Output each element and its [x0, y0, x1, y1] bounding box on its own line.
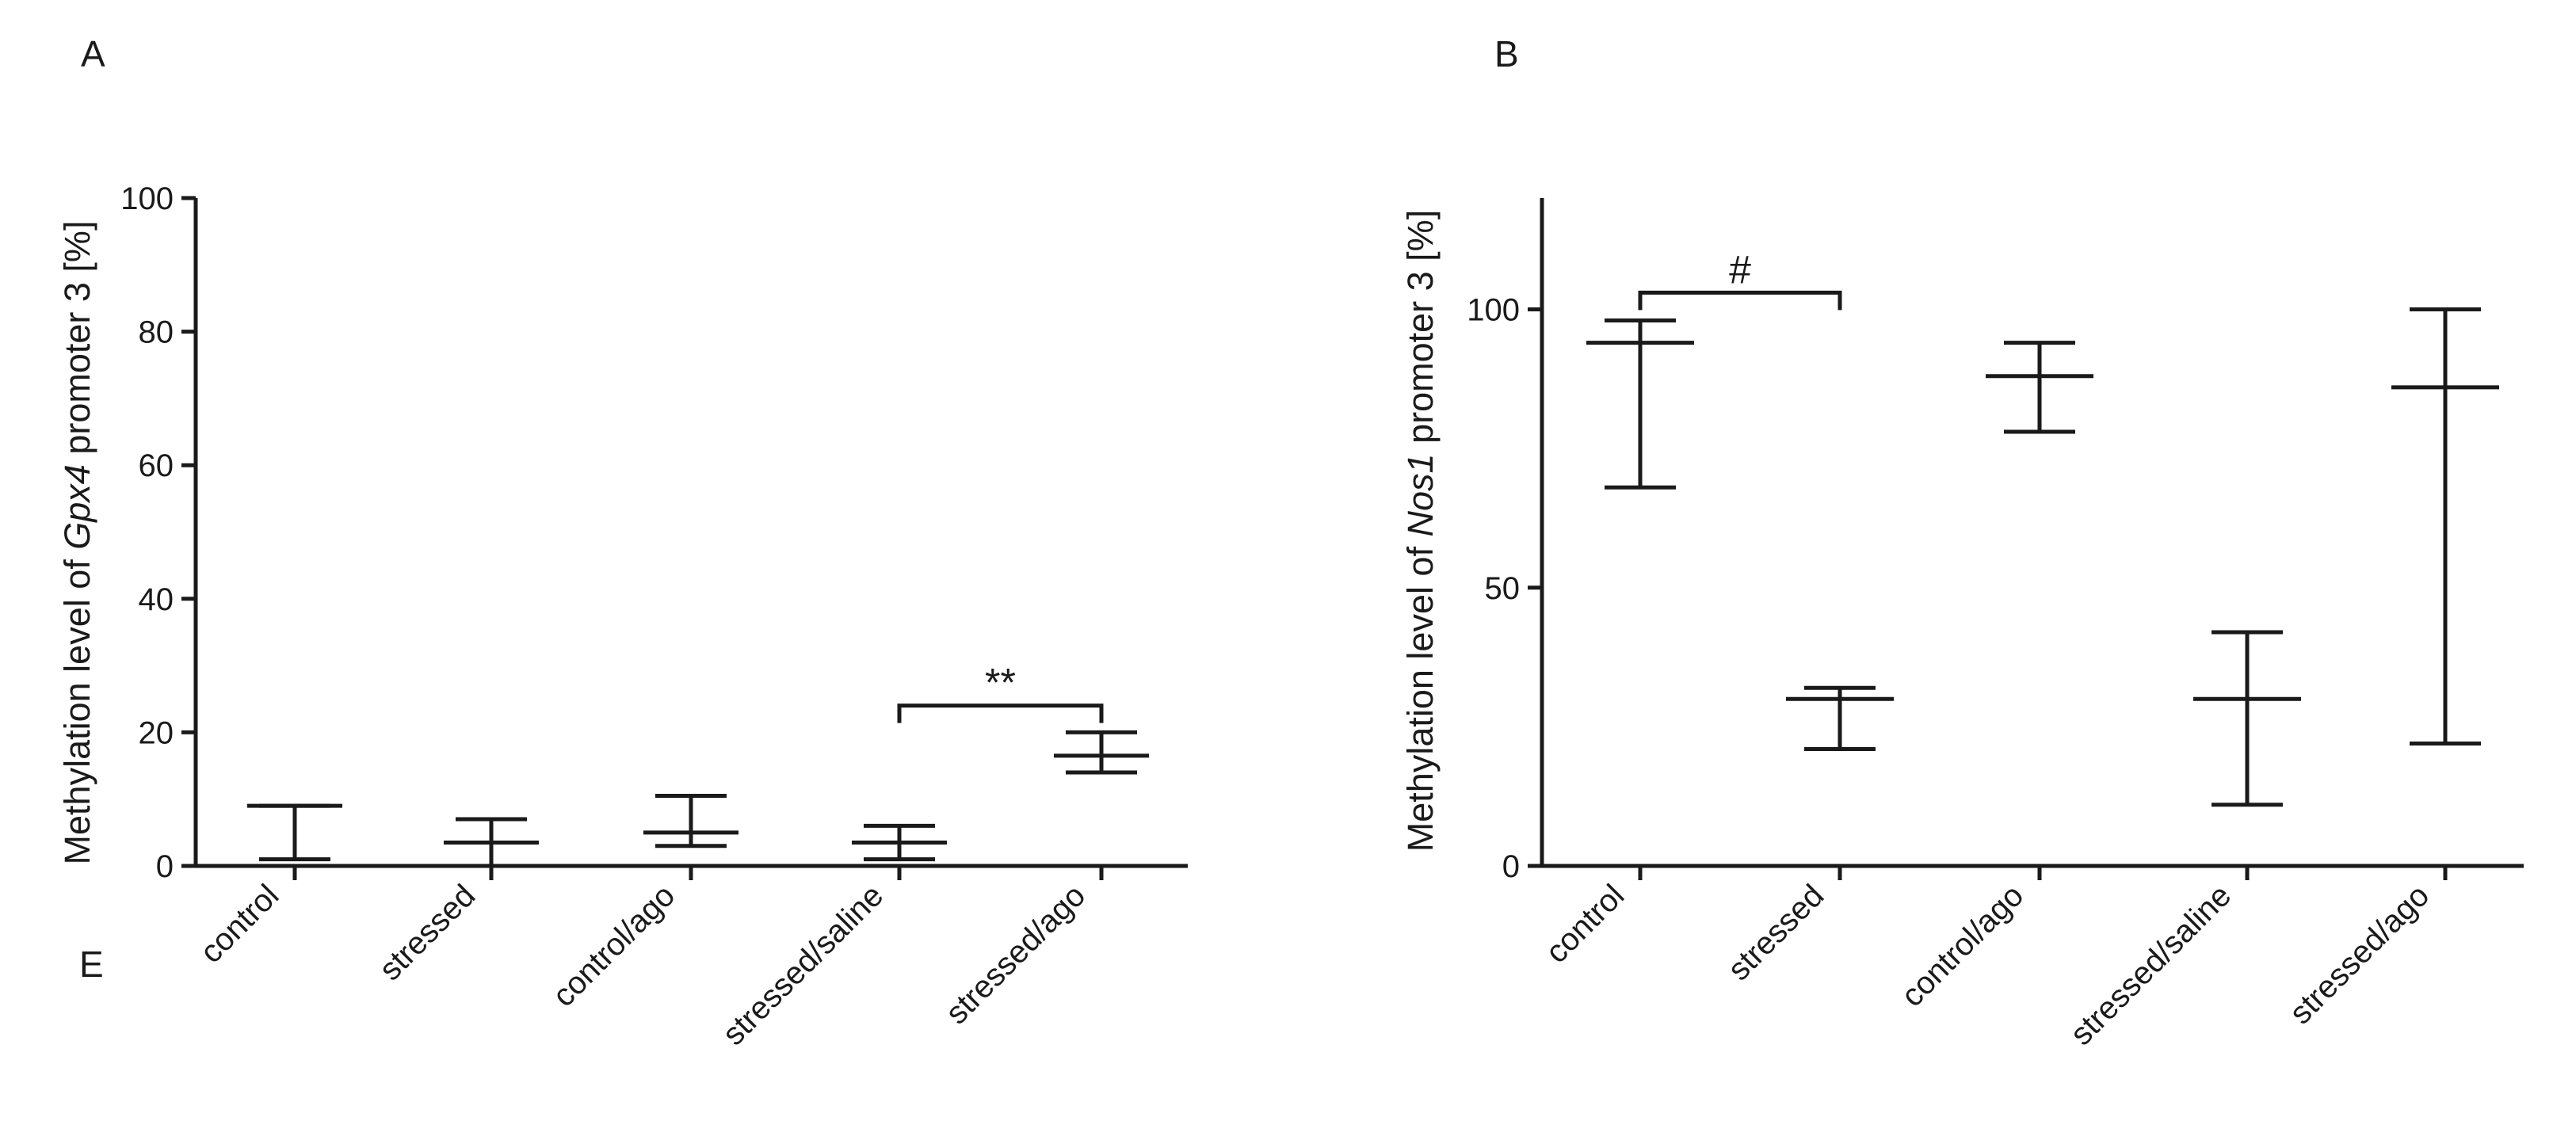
- significance-label-a-0: **: [985, 661, 1016, 705]
- category-label-a-2: control/ago: [546, 878, 681, 1013]
- panel-label-b: B: [1494, 33, 1519, 74]
- y-axis-label-a: Methylation level of Gpx4 promoter 3 [%]: [57, 221, 97, 865]
- significance-label-b-0: #: [1729, 247, 1751, 292]
- significance-bracket-b-0: [1638, 290, 1842, 311]
- category-label-b-0: control: [1539, 878, 1631, 970]
- category-label-a-1: stressed: [372, 878, 482, 987]
- significance-bracket-a-0: [897, 704, 1104, 723]
- category-label-a-4: stressed/ago: [939, 878, 1092, 1031]
- category-label-b-2: control/ago: [1895, 878, 2030, 1013]
- y-tick-label-b-100: 100: [1467, 293, 1520, 328]
- category-label-a-3: stressed/saline: [716, 878, 891, 1052]
- category-label-b-3: stressed/saline: [2064, 878, 2238, 1052]
- y-axis-label-a-gene: Gpx4: [57, 464, 97, 550]
- y-tick-label-b-0: 0: [1502, 849, 1520, 884]
- stray-label-e: E: [79, 944, 104, 985]
- category-label-a-0: control: [193, 878, 285, 970]
- category-label-b-1: stressed: [1721, 878, 1830, 987]
- y-tick-label-a-60: 60: [139, 448, 174, 483]
- y-tick-label-a-20: 20: [139, 715, 174, 750]
- panel-a: A Methylation level of Gpx4 promoter 3 […: [57, 33, 1188, 1052]
- panel-label-a: A: [81, 33, 105, 74]
- y-tick-label-a-100: 100: [120, 181, 174, 216]
- y-tick-label-b-50: 50: [1485, 571, 1521, 606]
- y-tick-label-a-80: 80: [139, 315, 174, 350]
- y-axis-label-b-gene: Nos1: [1400, 453, 1441, 536]
- panel-b: B Methylation level of Nos1 promoter 3 […: [1400, 33, 2524, 1052]
- y-axis-label-b-suffix: promoter 3 [%]: [1400, 210, 1441, 454]
- y-tick-label-a-40: 40: [139, 582, 174, 617]
- y-axis-label-a-suffix: promoter 3 [%]: [57, 221, 97, 465]
- y-tick-label-a-0: 0: [156, 849, 174, 884]
- y-axis-label-b-prefix: Methylation level of: [1400, 536, 1441, 852]
- category-label-b-4: stressed/ago: [2283, 878, 2436, 1031]
- y-axis-label-b: Methylation level of Nos1 promoter 3 [%]: [1400, 210, 1441, 852]
- y-axis-label-a-prefix: Methylation level of: [57, 550, 97, 865]
